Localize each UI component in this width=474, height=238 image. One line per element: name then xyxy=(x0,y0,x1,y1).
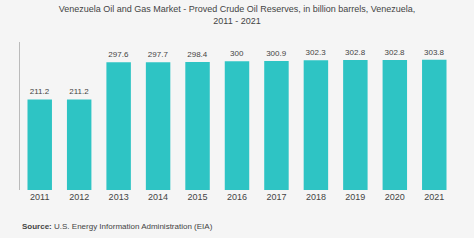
svg-text:2016: 2016 xyxy=(227,192,247,202)
svg-text:2018: 2018 xyxy=(306,192,326,202)
svg-text:2015: 2015 xyxy=(188,192,208,202)
svg-text:2020: 2020 xyxy=(385,192,405,202)
svg-text:2017: 2017 xyxy=(266,192,286,202)
svg-text:297.6: 297.6 xyxy=(108,50,129,59)
svg-text:2012: 2012 xyxy=(69,192,89,202)
svg-text:2021: 2021 xyxy=(424,192,444,202)
svg-text:297.7: 297.7 xyxy=(148,50,169,59)
svg-text:Source: U.S. Energy Informatio: Source: U.S. Energy Information Administ… xyxy=(22,222,213,231)
svg-text:211.2: 211.2 xyxy=(30,87,50,96)
svg-text:303.8: 303.8 xyxy=(424,48,445,57)
svg-text:300: 300 xyxy=(230,49,244,58)
svg-text:211.2: 211.2 xyxy=(69,87,89,96)
svg-text:300.9: 300.9 xyxy=(266,49,287,58)
svg-text:302.8: 302.8 xyxy=(345,48,366,57)
svg-text:2011: 2011 xyxy=(30,192,49,202)
svg-text:Venezuela Oil and Gas Market -: Venezuela Oil and Gas Market - Proved Cr… xyxy=(59,4,416,26)
svg-text:298.4: 298.4 xyxy=(187,50,208,59)
svg-text:2014: 2014 xyxy=(148,192,168,202)
svg-text:2019: 2019 xyxy=(345,192,365,202)
svg-text:302.8: 302.8 xyxy=(385,48,406,57)
svg-text:302.3: 302.3 xyxy=(306,48,327,57)
svg-text:2013: 2013 xyxy=(109,192,129,202)
